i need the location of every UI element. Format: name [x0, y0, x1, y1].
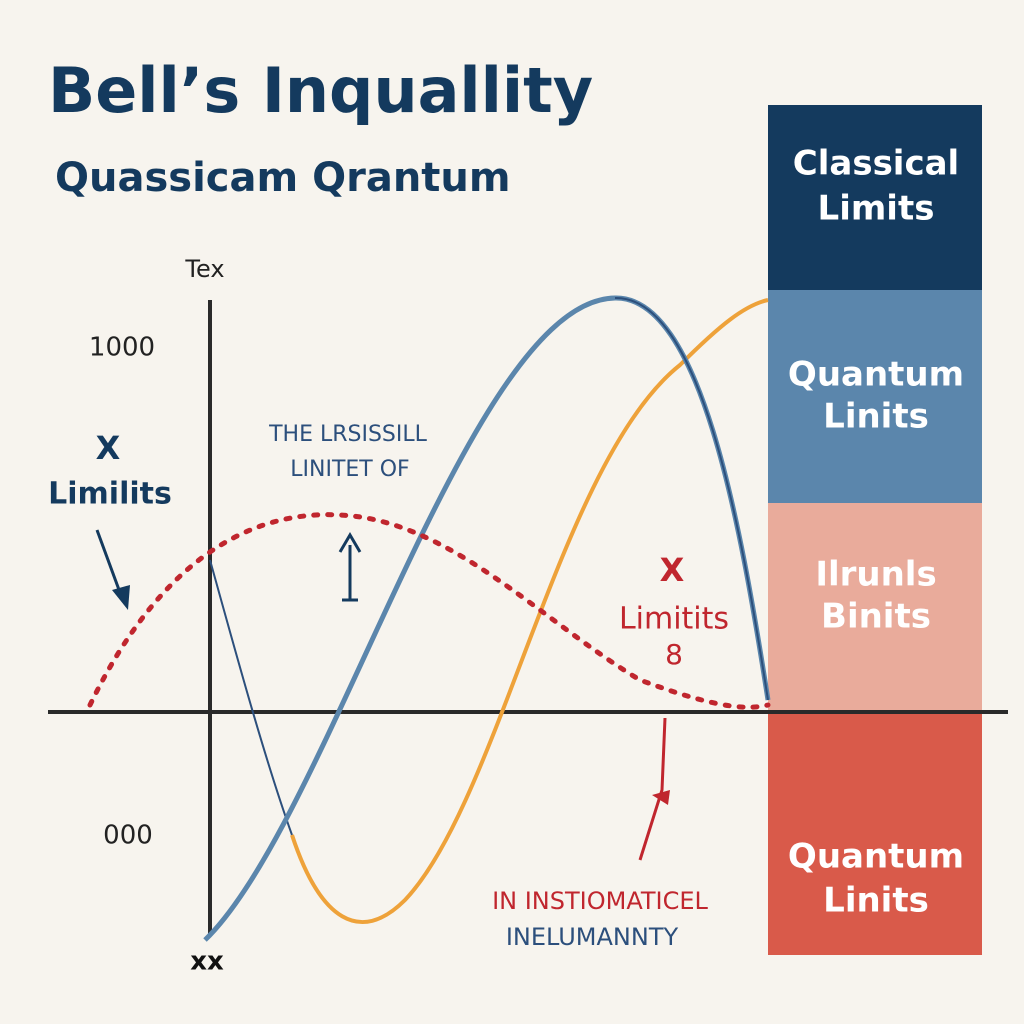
block-label: Linits: [823, 881, 929, 921]
axis-label: xx: [190, 947, 224, 977]
annotation: Limitits: [619, 602, 729, 637]
axis-label: 000: [103, 821, 153, 851]
arrow: [95, 529, 124, 599]
axis-label: Tex: [184, 255, 224, 283]
block-label: Ilrunls: [815, 555, 936, 595]
block: [768, 503, 982, 713]
block: [768, 713, 982, 955]
annotation: LINITET OF: [290, 457, 409, 482]
block: [768, 105, 982, 290]
block-label: Linits: [823, 397, 929, 437]
arrow-head: [112, 585, 130, 610]
annotation: Limilits: [48, 477, 172, 512]
blue-curve-edge: [614, 296, 769, 701]
annotation: X: [660, 551, 685, 589]
title: Bell’s Inquallity: [48, 54, 593, 127]
block-label: Quantum: [788, 355, 964, 395]
arrow-head: [652, 790, 670, 805]
dotted-curve: [87, 512, 771, 710]
axis-label: 1000: [89, 333, 155, 363]
annotation: THE LRSISSILL: [268, 422, 428, 447]
annotation: IN INSTIOMATICEL: [492, 887, 708, 915]
subtitle: Quassicam Qrantum: [55, 155, 511, 201]
block-label: Limits: [818, 189, 935, 229]
block: [768, 290, 982, 503]
block-label: Classical: [793, 144, 959, 184]
arrow: [638, 717, 667, 861]
arrow-head: [338, 532, 362, 553]
orange-curve: [290, 298, 769, 925]
block-label: Binits: [821, 597, 931, 637]
annotation: 8: [665, 638, 683, 671]
annotation: X: [96, 429, 121, 467]
block-label: Quantum: [788, 837, 964, 877]
annotation: INELUMANNTY: [506, 923, 679, 951]
thin-curve: [209, 559, 293, 836]
